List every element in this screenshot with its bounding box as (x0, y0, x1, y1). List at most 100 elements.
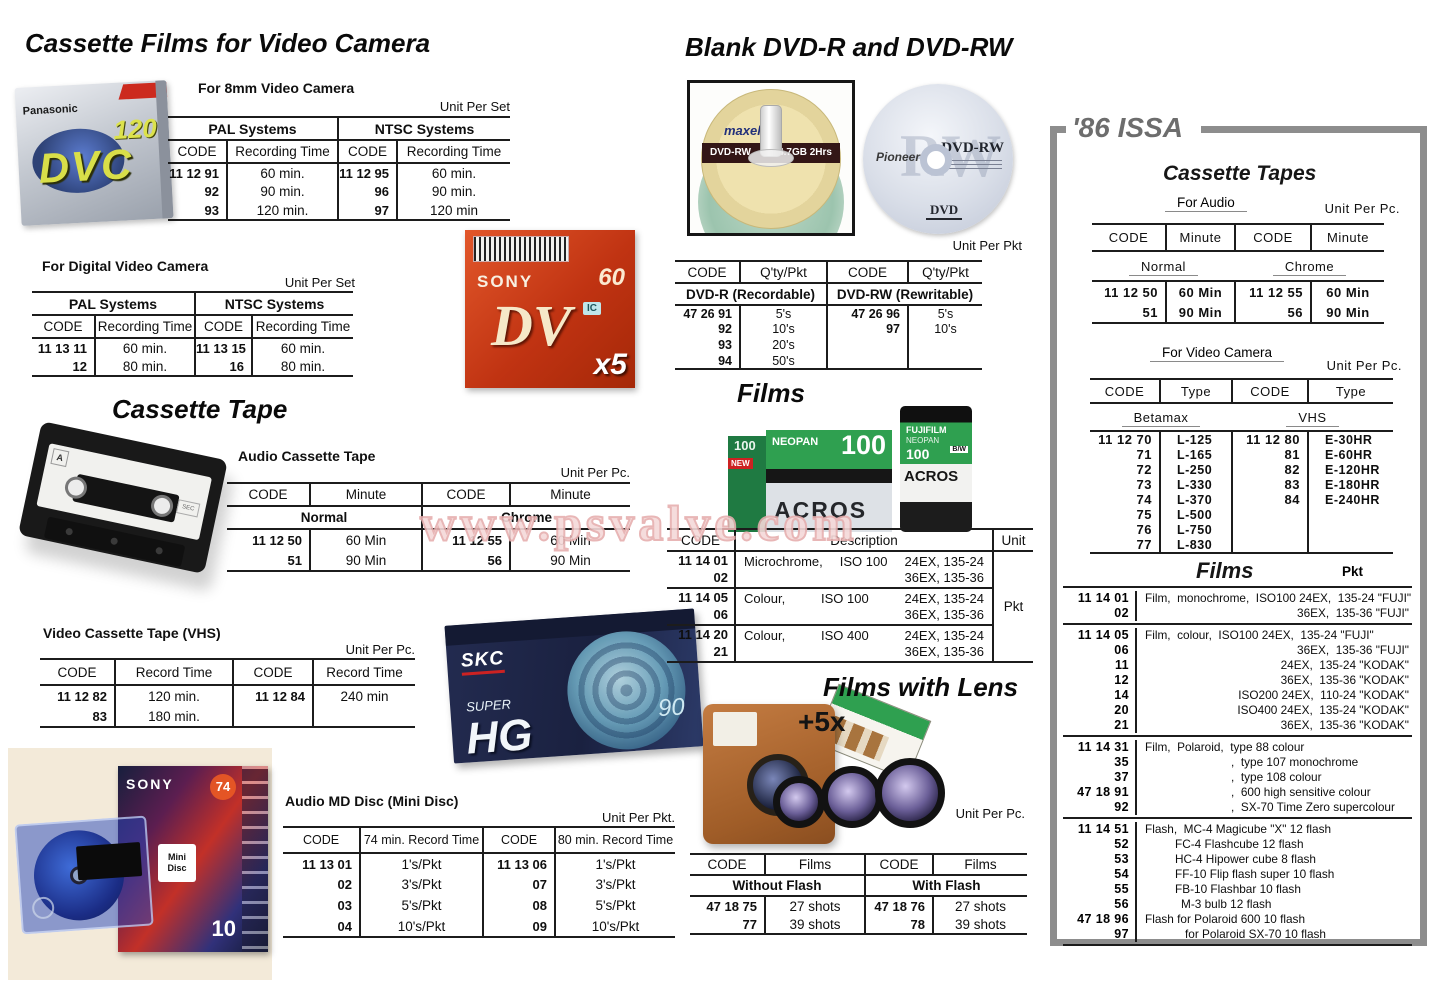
table-cell: 27 shots (954, 898, 1007, 914)
group-ntsc: NTSC Systems (374, 120, 475, 137)
table-cell: L-830 (1160, 537, 1233, 553)
table-cell: 240 min (340, 688, 389, 704)
table-row: 76 L-750 (1090, 522, 1393, 537)
table-cell: 11 13 15 (195, 338, 254, 357)
col-code: CODE (1090, 379, 1161, 403)
front-100-text: 100 (840, 430, 886, 460)
unit-audio-cassette: Unit Per Pc. (560, 465, 630, 480)
table-cell: 11 12 84 (233, 685, 314, 706)
cassette-body: A SEC (17, 421, 228, 575)
table-cell: 82 (1232, 462, 1309, 477)
col-films: Films (765, 854, 866, 875)
col-code: CODE (227, 483, 311, 506)
description-cell: Colour, ISO 100 24EX, 135-24 36EX, 135-36 (735, 588, 994, 625)
table-cell: L-165 (1160, 447, 1233, 462)
table-cell: 60 min. (95, 338, 197, 357)
code-cell: 11 14 05 06 (667, 588, 736, 625)
col-code: CODE (40, 659, 116, 685)
table-cell: 73 (1090, 477, 1161, 492)
table-cell: 11 12 55 (422, 529, 511, 550)
col-time: Recording Time (255, 319, 351, 334)
md-74-badge: 74 (210, 774, 236, 800)
table-cell: 3's/Pkt (360, 874, 484, 895)
md-stamp (31, 896, 55, 920)
table-row: 11 14 01 02 Microchrome, ISO 100 24EX, 135-… (667, 551, 1033, 614)
table-cell: 60 min. (280, 340, 326, 356)
label-digital: For Digital Video Camera (42, 258, 209, 274)
table-cell: 93 (675, 337, 741, 353)
unit-vhs: Unit Per Pc. (345, 642, 415, 657)
group-pal: PAL Systems (168, 117, 340, 140)
dvd-logo: DVD (926, 202, 963, 220)
neopan-text: NEOPAN (772, 436, 819, 448)
sub-without-flash: Without Flash (690, 875, 866, 896)
table-cell: 81 (1232, 447, 1309, 462)
table-cell: E-120HR (1325, 462, 1380, 477)
table-row: 11 12 82 120 min. 11 12 84 240 min (40, 685, 415, 706)
table-cell: 74 (1090, 492, 1161, 507)
camera-plate (713, 712, 757, 746)
table-cell: 20's (740, 337, 828, 353)
col-code: CODE (1235, 224, 1312, 251)
col-minute: Minute (1326, 230, 1370, 245)
col-qty: Q'ty/Pkt (740, 261, 828, 283)
table-cell: 5's (937, 306, 954, 321)
col-qty: Q'ty/Pkt (922, 264, 969, 280)
col-code: CODE (283, 827, 361, 853)
table-row: 11 12 70 L-125 11 12 80 E-30HR (1090, 431, 1393, 447)
table-cell: 90 Min (1166, 302, 1236, 323)
table-cell: 11 12 80 (1232, 431, 1309, 447)
table-row: 75 L-500 (1090, 507, 1393, 522)
film-box-front: NEOPAN 100 ACROS (766, 430, 892, 532)
table-body: 47 26 91 5's 47 26 96 5's 92 10's 97 10's 93 20's… (675, 305, 982, 369)
table-cell: 12 (32, 357, 96, 376)
table-cell: 02 (283, 874, 361, 895)
maxell-dvdrw-text: DVD-RW (710, 147, 751, 158)
maxell-brand-text: maxell (724, 123, 765, 138)
table-cell: L-750 (1160, 522, 1233, 537)
table-audio-cassette: CODE Minute CODE Minute Normal Chrome 11 12 … (227, 482, 630, 572)
group-ntsc: NTSC Systems (224, 295, 325, 312)
table-cell: 03 (283, 895, 361, 916)
maxell-dvd-spindle-image: maxell DVD-RW 4.7GB 2Hrs (687, 80, 855, 236)
table-cell: E-30HR (1325, 432, 1373, 447)
acros-text: ACROS (774, 497, 868, 523)
code-cell: 11 14 01 02 (667, 551, 736, 588)
col-films: Films (964, 857, 997, 872)
table-cell: 60 Min (550, 532, 591, 548)
col-code: CODE (827, 261, 909, 283)
section-title-blank-dvd: Blank DVD-R and DVD-RW (685, 32, 1013, 62)
table-right-audio: CODE Minute CODE Minute Normal Chrome 11 12 … (1092, 223, 1384, 324)
unit-8mm: Unit Per Set (439, 99, 510, 114)
right-films-list: 11 14 01 02 Film, monochrome, ISO100 24EX,… (1063, 586, 1412, 946)
right-title-films: Films (1196, 558, 1254, 583)
table-cell: 96 (338, 182, 399, 201)
table-cell: 120 min. (115, 685, 234, 706)
table-cell (1232, 522, 1309, 537)
dv-60-text: 60 (598, 264, 625, 291)
unit-dvd: Unit Per Pkt (952, 238, 1022, 253)
extra-lens-2 (821, 766, 883, 828)
table-cell (827, 337, 909, 353)
col-code: CODE (32, 315, 96, 338)
side-100-text: 100 (734, 438, 756, 453)
col-code: CODE (667, 529, 736, 551)
psvalve-watermark: www.psvalve.com (419, 494, 858, 552)
table-row: 71 L-165 81 E-60HR (1090, 447, 1393, 462)
table-row: 04 10's/Pkt 09 10's/Pkt (283, 916, 675, 937)
table-row: 92 90 min. 96 90 min. (168, 182, 510, 201)
col-minute: Minute (1166, 224, 1236, 251)
table-cell: 76 (1090, 522, 1161, 537)
md-sony-text: SONY (126, 776, 174, 792)
item-description: Film, Polaroid, type 88 colour, type 107… (1145, 740, 1395, 814)
spindle-base (748, 149, 794, 167)
table-cell (1232, 537, 1309, 553)
section-title-films: Films (737, 378, 805, 408)
sony-dv-box-image: SONY 60 DV IC x5 (465, 230, 635, 388)
col-code: CODE (1092, 224, 1167, 251)
table-row: 73 L-330 83 E-180HR (1090, 477, 1393, 492)
table-body: 11 12 91 60 min. 11 12 95 60 min. 92 90 min. 9… (168, 163, 510, 220)
fujifilm-text: FUJIFILM (906, 425, 947, 435)
table-cell: L-500 (1160, 507, 1233, 522)
